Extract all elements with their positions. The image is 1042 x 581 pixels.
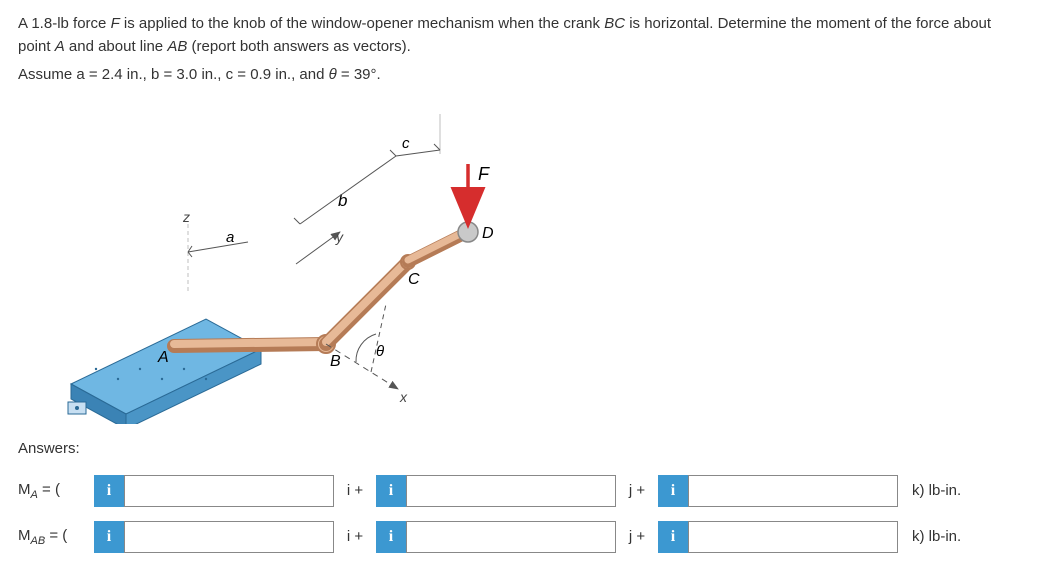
svg-text:D: D: [482, 225, 494, 242]
answers-heading: Answers:: [18, 440, 1024, 457]
answer-lhs: MA = (: [18, 481, 88, 501]
input-group: i: [376, 521, 616, 553]
svg-text:θ: θ: [376, 343, 384, 360]
component-input-2[interactable]: [688, 475, 898, 507]
answer-row-0: MA = ( i i + i j + i k) lb-in.: [18, 475, 1024, 507]
mechanism-diagram: ABCDFzaybcxθ: [36, 94, 1024, 428]
vector-joiner: i +: [340, 482, 370, 499]
input-group: i: [658, 521, 898, 553]
info-icon[interactable]: i: [376, 521, 406, 553]
problem-line-2: Assume a = 2.4 in., b = 3.0 in., c = 0.9…: [18, 63, 1024, 86]
info-icon[interactable]: i: [94, 475, 124, 507]
svg-text:c: c: [402, 135, 410, 152]
svg-text:B: B: [330, 353, 341, 370]
svg-text:z: z: [182, 209, 190, 225]
answer-row-1: MAB = ( i i + i j + i k) lb-in.: [18, 521, 1024, 553]
units-label: k) lb-in.: [912, 482, 961, 499]
vector-joiner: i +: [340, 528, 370, 545]
info-icon[interactable]: i: [376, 475, 406, 507]
answer-lhs: MAB = (: [18, 527, 88, 547]
component-input-0[interactable]: [124, 521, 334, 553]
vector-joiner: j +: [622, 528, 652, 545]
units-label: k) lb-in.: [912, 528, 961, 545]
component-input-2[interactable]: [688, 521, 898, 553]
component-input-1[interactable]: [406, 521, 616, 553]
vector-joiner: j +: [622, 482, 652, 499]
input-group: i: [94, 475, 334, 507]
svg-text:A: A: [157, 349, 169, 366]
svg-text:C: C: [408, 271, 420, 288]
problem-line-1: A 1.8-lb force F is applied to the knob …: [18, 12, 1024, 59]
info-icon[interactable]: i: [658, 521, 688, 553]
svg-text:y: y: [335, 229, 344, 245]
svg-text:x: x: [399, 389, 408, 405]
input-group: i: [94, 521, 334, 553]
input-group: i: [376, 475, 616, 507]
component-input-1[interactable]: [406, 475, 616, 507]
svg-text:F: F: [478, 164, 490, 184]
component-input-0[interactable]: [124, 475, 334, 507]
info-icon[interactable]: i: [658, 475, 688, 507]
input-group: i: [658, 475, 898, 507]
info-icon[interactable]: i: [94, 521, 124, 553]
svg-text:a: a: [226, 229, 234, 246]
